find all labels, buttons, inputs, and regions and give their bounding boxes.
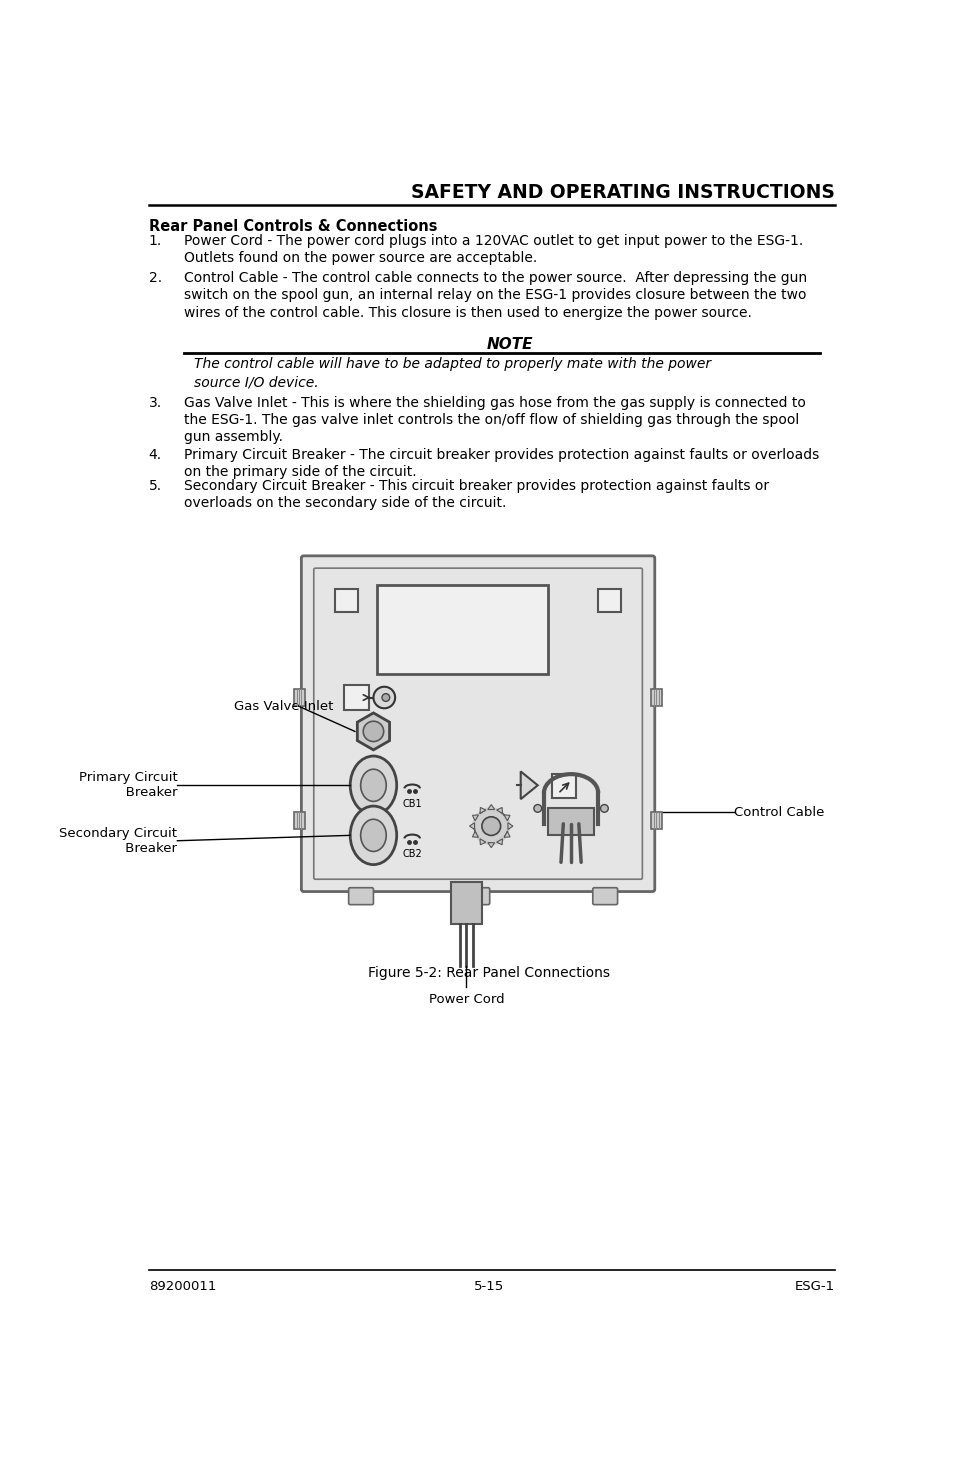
- Text: 1.: 1.: [149, 235, 162, 248]
- Text: Gas Valve Inlet: Gas Valve Inlet: [233, 701, 333, 714]
- Bar: [294, 813, 305, 829]
- Polygon shape: [469, 823, 474, 829]
- Polygon shape: [497, 807, 502, 813]
- Text: 2.: 2.: [149, 271, 162, 285]
- Bar: [650, 689, 661, 707]
- Ellipse shape: [360, 768, 386, 801]
- Text: 89200011: 89200011: [149, 1280, 215, 1292]
- Bar: [344, 686, 369, 709]
- Bar: [451, 882, 481, 923]
- Bar: [335, 589, 357, 612]
- Text: Primary Circuit
   Breaker: Primary Circuit Breaker: [78, 771, 177, 799]
- Text: Secondary Circuit Breaker - This circuit breaker provides protection against fau: Secondary Circuit Breaker - This circuit…: [184, 479, 769, 510]
- Polygon shape: [520, 771, 537, 799]
- Text: Gas Valve Inlet - This is where the shielding gas hose from the gas supply is co: Gas Valve Inlet - This is where the shie…: [184, 395, 805, 444]
- Polygon shape: [472, 832, 478, 838]
- Bar: [551, 774, 576, 798]
- Circle shape: [534, 804, 541, 813]
- Polygon shape: [487, 842, 494, 848]
- Polygon shape: [503, 832, 510, 838]
- Text: Power Cord - The power cord plugs into a 120VAC outlet to get input power to the: Power Cord - The power cord plugs into a…: [184, 235, 802, 266]
- Polygon shape: [479, 839, 485, 845]
- Text: Rear Panel Controls & Connections: Rear Panel Controls & Connections: [149, 218, 436, 233]
- Polygon shape: [472, 814, 478, 820]
- Ellipse shape: [350, 807, 396, 864]
- Text: 4.: 4.: [149, 448, 162, 462]
- Text: Secondary Circuit
     Breaker: Secondary Circuit Breaker: [59, 827, 177, 854]
- Ellipse shape: [350, 757, 396, 814]
- Bar: [377, 586, 547, 674]
- Text: Control Cable: Control Cable: [733, 805, 823, 819]
- Bar: [294, 689, 305, 707]
- Polygon shape: [479, 807, 485, 813]
- FancyBboxPatch shape: [592, 888, 617, 904]
- Circle shape: [363, 721, 383, 742]
- Text: NOTE: NOTE: [486, 338, 533, 353]
- Circle shape: [381, 693, 390, 702]
- Circle shape: [481, 817, 500, 835]
- Bar: [547, 808, 594, 835]
- Circle shape: [474, 810, 508, 844]
- Text: SAFETY AND OPERATING INSTRUCTIONS: SAFETY AND OPERATING INSTRUCTIONS: [411, 183, 835, 202]
- Polygon shape: [497, 839, 502, 845]
- Text: 3.: 3.: [149, 395, 162, 410]
- Ellipse shape: [360, 819, 386, 851]
- Circle shape: [373, 687, 395, 708]
- Polygon shape: [357, 712, 389, 749]
- Polygon shape: [503, 814, 510, 820]
- Text: Primary Circuit Breaker - The circuit breaker provides protection against faults: Primary Circuit Breaker - The circuit br…: [184, 448, 819, 479]
- Text: ESG-1: ESG-1: [795, 1280, 835, 1292]
- Text: Figure 5-2: Rear Panel Connections: Figure 5-2: Rear Panel Connections: [368, 966, 609, 981]
- Text: 5.: 5.: [149, 479, 162, 493]
- Text: The control cable will have to be adapted to properly mate with the power
source: The control cable will have to be adapte…: [193, 357, 710, 389]
- FancyBboxPatch shape: [348, 888, 373, 904]
- Text: Power Cord: Power Cord: [428, 993, 504, 1006]
- Circle shape: [599, 804, 608, 813]
- FancyBboxPatch shape: [464, 888, 489, 904]
- FancyBboxPatch shape: [301, 556, 654, 891]
- Text: CB1: CB1: [402, 799, 421, 810]
- Text: Control Cable - The control cable connects to the power source.  After depressin: Control Cable - The control cable connec…: [184, 271, 806, 320]
- Text: 5-15: 5-15: [474, 1280, 503, 1292]
- FancyBboxPatch shape: [314, 568, 641, 879]
- Bar: [598, 589, 620, 612]
- Text: CB2: CB2: [402, 850, 421, 860]
- Bar: [650, 813, 661, 829]
- Polygon shape: [487, 804, 494, 810]
- Polygon shape: [507, 823, 513, 829]
